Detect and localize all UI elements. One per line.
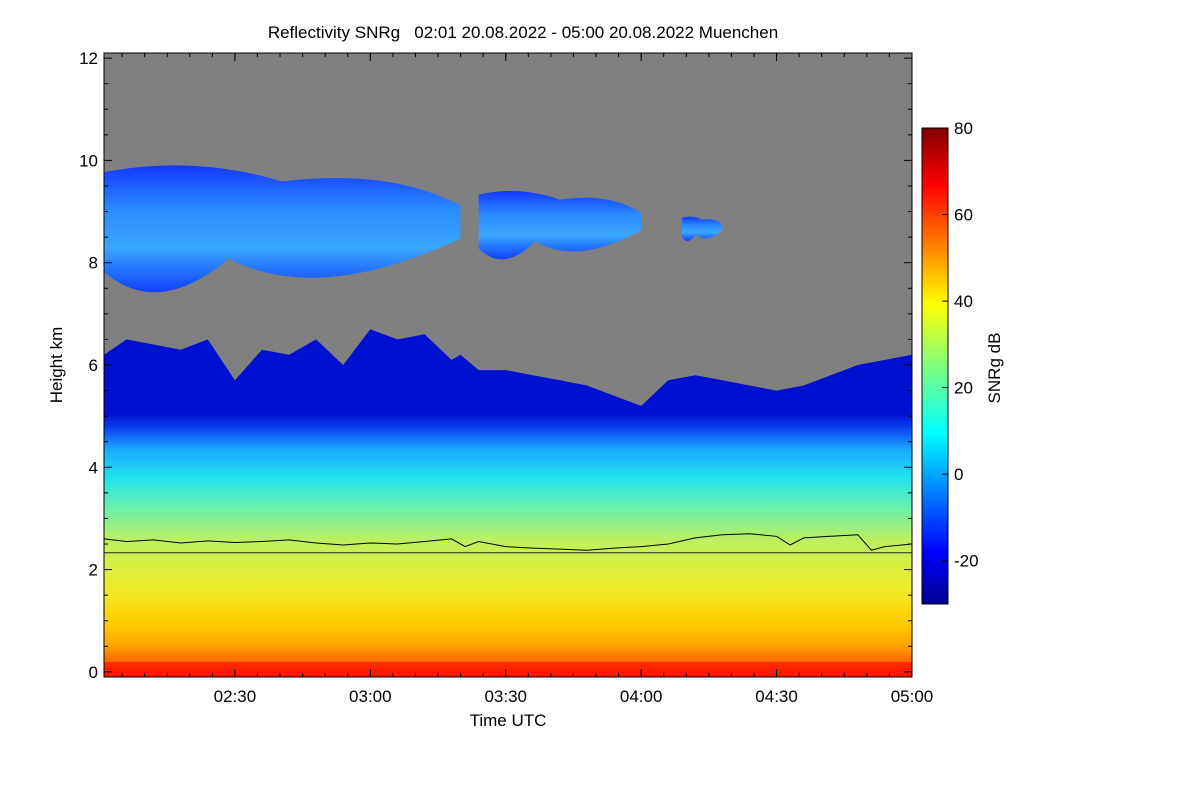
chart-title: Reflectivity SNRg 02:01 20.08.2022 - 05:…	[268, 23, 778, 42]
ground-clutter-band	[104, 662, 912, 677]
x-tick-label: 03:30	[484, 687, 527, 706]
x-tick-label: 03:00	[349, 687, 392, 706]
x-axis: 02:30 03:00 03:30 04:00 04:30 05:00	[121, 53, 934, 706]
colorbar-tick-label: 80	[954, 119, 973, 138]
y-tick-label: 2	[89, 561, 98, 580]
y-tick-label: 0	[89, 663, 98, 682]
y-axis: 0 2 4 6 8 10 12	[79, 49, 912, 682]
melting-layer-line	[104, 533, 912, 551]
colorbar-tick-label: 40	[954, 292, 973, 311]
colorbar-label: SNRg dB	[985, 333, 1004, 404]
upper-cloud-layer	[681, 216, 723, 242]
colorbar-tick-label: 20	[954, 379, 973, 398]
upper-cloud-layer	[478, 191, 642, 260]
colorbar-tick-label: 60	[954, 206, 973, 225]
upper-cloud-layer	[104, 165, 461, 293]
colorbar-tick-label: 0	[954, 465, 963, 484]
y-tick-label: 6	[89, 356, 98, 375]
y-tick-label: 10	[79, 151, 98, 170]
colorbar-ticks: 80 60 40 20 0 -20	[942, 119, 979, 571]
x-tick-label: 04:30	[755, 687, 798, 706]
y-tick-label: 12	[79, 49, 98, 68]
x-tick-label: 02:30	[214, 687, 257, 706]
x-tick-label: 05:00	[891, 687, 934, 706]
y-axis-label: Height km	[47, 327, 66, 404]
y-tick-label: 8	[89, 254, 98, 273]
y-tick-label: 4	[89, 458, 98, 477]
colorbar	[921, 127, 949, 605]
x-axis-label: Time UTC	[470, 711, 547, 730]
colorbar-tick-label: -20	[954, 552, 979, 571]
lower-cloud-region	[104, 329, 912, 677]
x-tick-label: 04:00	[620, 687, 663, 706]
